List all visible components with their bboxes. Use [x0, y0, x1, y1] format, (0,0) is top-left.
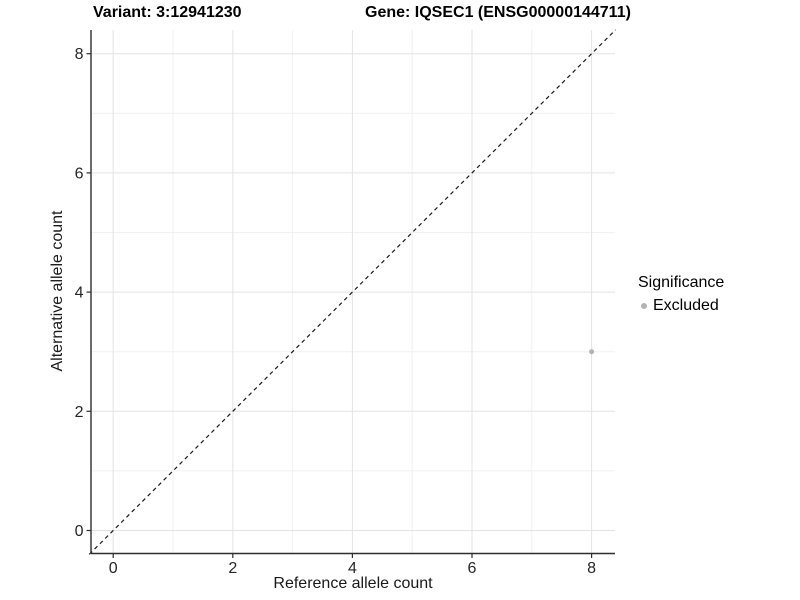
legend-title: Significance	[638, 274, 725, 291]
x-tick-label: 4	[348, 560, 357, 577]
y-tick-label: 6	[75, 165, 84, 182]
legend-item-label: Excluded	[653, 297, 719, 314]
y-tick-label: 4	[75, 285, 84, 302]
legend-item: Excluded	[638, 296, 724, 315]
legend: Significance Excluded	[638, 273, 724, 315]
y-tick-label: 8	[75, 46, 84, 63]
y-tick-label: 0	[75, 523, 84, 540]
y-tick-label: 2	[75, 404, 84, 421]
x-tick-label: 0	[109, 560, 118, 577]
y-axis-title: Alternative allele count	[49, 210, 66, 372]
x-tick-label: 6	[468, 560, 477, 577]
legend-point-icon	[641, 302, 647, 309]
x-tick-label: 2	[228, 560, 237, 577]
x-tick-label: 8	[587, 560, 596, 577]
plot-title-gene: Gene: IQSEC1 (ENSG00000144711)	[365, 4, 631, 21]
identity-line	[88, 29, 616, 555]
data-point	[589, 349, 595, 355]
x-axis-title: Reference allele count	[273, 575, 433, 592]
plot-title-variant: Variant: 3:12941230	[93, 4, 242, 21]
